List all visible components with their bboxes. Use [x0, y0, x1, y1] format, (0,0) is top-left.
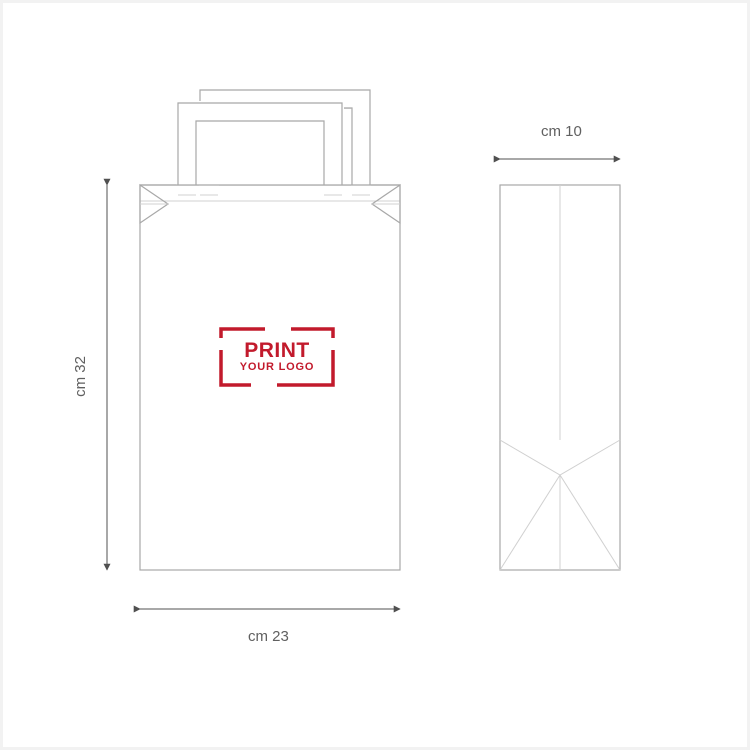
print-logo-placeholder: PRINT YOUR LOGO	[221, 329, 333, 385]
dimension-arrows	[107, 159, 620, 609]
outer-frame	[2, 2, 749, 749]
dim-width-label: cm 23	[248, 628, 289, 645]
logo-line1: PRINT	[244, 340, 310, 362]
diagram-canvas: cm 32 cm 23 cm 10 PRINT YOUR LOGO	[0, 0, 750, 750]
dim-height-label: cm 32	[72, 356, 89, 397]
dim-depth-label: cm 10	[541, 123, 582, 140]
logo-line2: YOUR LOGO	[240, 362, 314, 374]
side-view	[500, 185, 620, 570]
bag-diagram-svg	[0, 0, 750, 750]
